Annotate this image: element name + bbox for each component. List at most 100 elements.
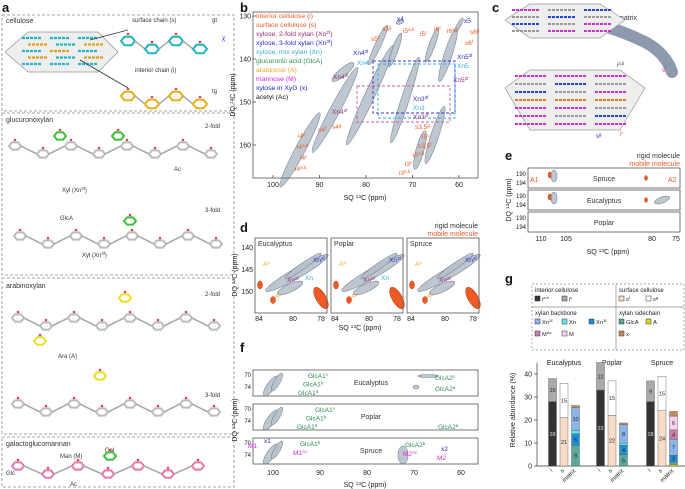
sugar-ring	[10, 461, 26, 471]
legend-label: ia,b	[542, 295, 550, 303]
panel-label-c: c	[492, 0, 499, 15]
row-frame	[252, 403, 479, 431]
x-tick-label: 60	[455, 182, 463, 189]
sugar-ring	[52, 131, 68, 141]
glycosidic-bond	[20, 145, 38, 155]
peak-label: Xn42f	[332, 108, 348, 116]
oxygen-atom	[16, 458, 20, 462]
acetyl-label-2: Ac	[70, 482, 77, 488]
row-title: Eucalyptus	[587, 198, 622, 205]
rigid-contour	[417, 374, 439, 378]
sugar-ring	[100, 469, 116, 479]
oxygen-atom	[128, 310, 132, 314]
row-title: Spruce	[593, 176, 615, 183]
panel-label-e: e	[505, 148, 512, 163]
sugar-ring	[152, 239, 168, 249]
legend-swatch	[618, 318, 625, 325]
mobile-peak	[313, 287, 329, 309]
oxygen-atom	[116, 128, 120, 132]
peak-label: i6a,b	[447, 27, 459, 35]
glycosidic-bond	[165, 235, 183, 245]
glycosidic-bond	[79, 317, 97, 327]
glycosidic-bond	[132, 145, 150, 155]
sugar-ring	[122, 313, 138, 323]
peak-label: i5c	[422, 133, 430, 141]
xn2f-connectivity-box	[356, 85, 451, 123]
peak-label: s5f	[371, 35, 380, 43]
row-frame	[527, 167, 681, 189]
oxygen-atom	[106, 466, 110, 470]
legend-entry: interior cellulose (i)	[256, 13, 313, 20]
gx-3fold-label: 3-fold	[205, 208, 220, 214]
glycosidic-bond	[107, 317, 125, 327]
x-tick-label: 84	[407, 316, 415, 323]
mobile-peak	[346, 296, 352, 304]
peak-label: Xn53f	[457, 53, 473, 61]
subplot-title: Eucalyptus	[258, 241, 293, 248]
peak-label: Xn2f	[287, 276, 299, 284]
x-tick-label: 80	[363, 470, 371, 477]
glycosidic-bond	[51, 317, 69, 327]
peak-label: i4c	[298, 132, 306, 140]
sugar-ring	[68, 231, 84, 241]
glca-label: GlcA	[60, 216, 73, 222]
subplot-frame	[406, 237, 480, 314]
d-subplots: Eucalyptus Aa Ac Xn3f Xn Xn2f 84 80 78 Poplar Aa Ac…	[241, 237, 481, 323]
x-tick-label: 90	[316, 182, 324, 189]
x-axis-label: SQ 13C (ppm)	[344, 481, 387, 489]
glycosidic-bond	[158, 40, 170, 50]
rigid-contour	[454, 17, 464, 33]
legend-swatch	[561, 295, 568, 302]
legend-label: MAc	[542, 330, 552, 338]
legend-entry: surface cellulose (s)	[256, 22, 316, 29]
mobile-peak	[644, 197, 648, 203]
rigid-contour	[395, 19, 405, 25]
sugar-ring	[124, 231, 140, 241]
cellulose-box	[1, 14, 235, 112]
peak-label: i5c	[420, 30, 428, 38]
bar-segment-sg	[657, 376, 667, 411]
oxygen-atom	[98, 368, 102, 372]
group-label: Poplar	[602, 360, 623, 367]
rigid-contour	[276, 280, 304, 296]
plot-frame	[252, 11, 479, 179]
segment-value-label: 9	[574, 454, 577, 460]
peak-label: s3,5f	[418, 142, 432, 150]
peak-label: s3,5g	[415, 123, 430, 131]
peak-label: s6g	[470, 28, 480, 36]
y-tick-label: 190	[516, 194, 527, 200]
segment-value-label: 7	[672, 445, 675, 451]
ax-2fold-label: 2-fold	[205, 292, 220, 298]
mobile-peak	[422, 296, 428, 304]
segment-value-label: 33	[597, 426, 603, 432]
sugar-ring	[122, 216, 138, 226]
peak-label: M2	[437, 455, 446, 462]
oxygen-atom	[126, 87, 130, 91]
peak-label: Xn32f	[413, 113, 429, 121]
sugar-ring	[110, 131, 126, 141]
category-tick-label: s	[658, 468, 664, 474]
sf-label: sf	[662, 66, 667, 74]
legend-item-xn: Xn	[561, 318, 576, 326]
panel-d: rigid molecule mobile molecule Eucalyptu…	[231, 223, 481, 332]
legend-item-iab: ia,b	[534, 295, 550, 303]
x-axis-label: SQ 13C (ppm)	[587, 248, 630, 256]
peak-label: Xn3f	[389, 256, 401, 264]
legend-item-m: M	[561, 330, 574, 338]
oxygen-atom	[186, 228, 190, 232]
peak-label: Xn	[381, 275, 389, 282]
panel-label-g: g	[505, 271, 513, 286]
legend-entry: xylose, 2-fold xylan (Xn2f)	[256, 30, 333, 38]
bar-poplar-i: 33 12	[596, 362, 605, 467]
oxygen-atom	[158, 236, 162, 240]
oxygen-atom	[128, 396, 132, 400]
sugar-ring	[102, 451, 118, 461]
sugar-ring	[92, 371, 108, 381]
category-tick-label: s	[608, 468, 614, 474]
rigid-contour	[550, 191, 558, 205]
bar-eucalyptus-i: 28 10	[548, 378, 557, 467]
microfibril-top	[504, 3, 626, 39]
sugar-ring	[7, 141, 23, 151]
mobile-peak	[270, 296, 276, 304]
